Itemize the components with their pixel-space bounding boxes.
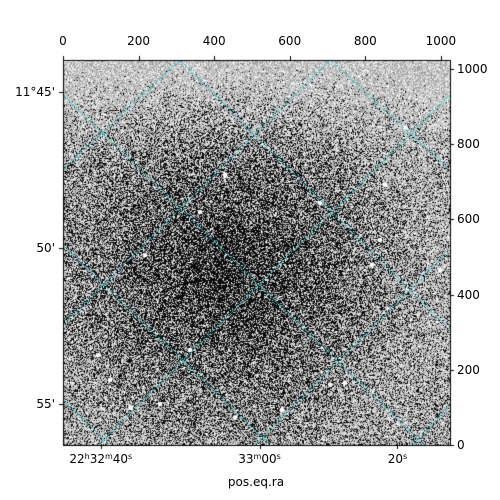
top-tick-label: 1000	[425, 34, 457, 48]
right-tick-label: 800	[457, 137, 480, 152]
right-tick-label: 0	[457, 438, 465, 452]
right-tick-label: 400	[457, 287, 480, 302]
right-tick-label: 1000	[457, 62, 488, 77]
ra-tick-label: 20s	[387, 452, 408, 466]
ra-tick-label: 22h32m40s	[69, 452, 133, 466]
dec-tick-label: 11°45'	[15, 84, 55, 99]
top-tick-label: 200	[127, 34, 151, 48]
right-tick-label: 600	[457, 212, 480, 227]
dec-tick-label: 55'	[36, 396, 55, 411]
x-axis-title: pos.eq.ra	[227, 475, 285, 489]
right-tick-label: 200	[457, 362, 480, 377]
top-tick-label: 0	[59, 34, 67, 48]
top-tick-label: 600	[278, 34, 302, 48]
top-tick-label: 800	[353, 34, 377, 48]
dec-tick-label: 50'	[36, 240, 55, 255]
top-tick-label: 400	[202, 34, 226, 48]
ra-tick-label: 33m00s	[238, 452, 281, 466]
